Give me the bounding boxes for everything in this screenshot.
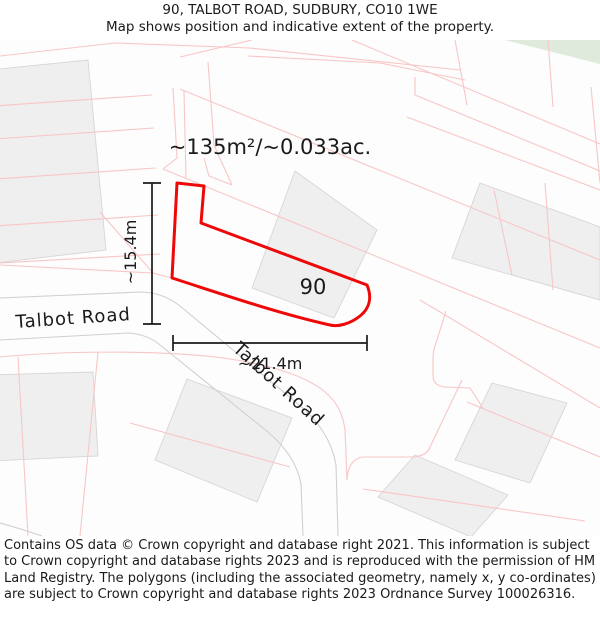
dimension-width-label: ~21.4m [238, 354, 303, 373]
green-area [505, 40, 600, 64]
building [451, 182, 600, 301]
dimension-width-line [172, 335, 368, 351]
page-subtitle: Map shows position and indicative extent… [105, 19, 495, 35]
building [0, 371, 99, 461]
map-image: Talbot Road Talbot Road ~135m²/~0.033ac.… [0, 40, 600, 536]
road-label-horizontal: Talbot Road [14, 304, 132, 333]
building [454, 382, 568, 484]
dimension-height-label: ~15.4m [121, 220, 140, 285]
plot-outline [170, 181, 372, 328]
dimension-height-line [143, 182, 161, 325]
plot-number-label: 90 [300, 275, 327, 299]
building [377, 454, 509, 536]
buildings [0, 59, 600, 536]
parcel-lines [0, 40, 600, 536]
dimension-lines [143, 182, 368, 351]
map-canvas: Talbot Road Talbot Road ~135m²/~0.033ac.… [0, 40, 600, 536]
building [0, 59, 107, 263]
building [154, 378, 293, 503]
report-header: 90, TALBOT ROAD, SUDBURY, CO10 1WE Map s… [0, 0, 600, 36]
copyright-notice: Contains OS data © Crown copyright and d… [4, 538, 596, 603]
page-title: 90, TALBOT ROAD, SUDBURY, CO10 1WE [162, 2, 438, 18]
road-lines [0, 291, 339, 536]
area-label: ~135m²/~0.033ac. [169, 135, 371, 159]
